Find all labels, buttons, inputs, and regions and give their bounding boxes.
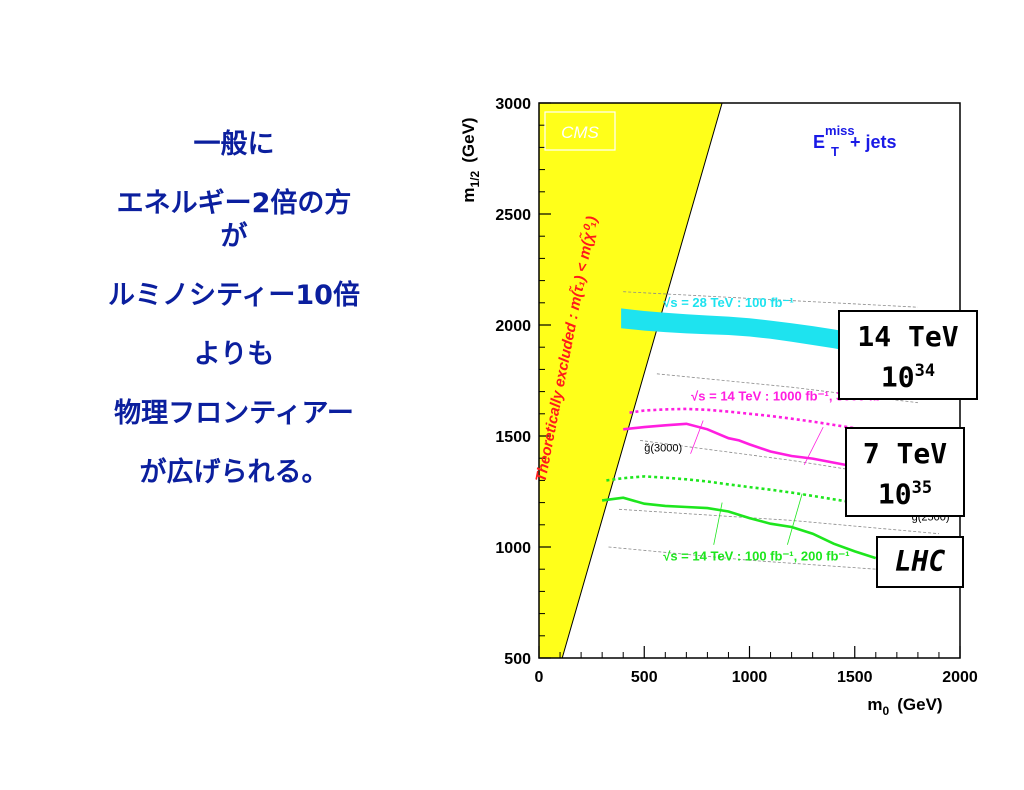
gluino-contour-3: [639, 440, 918, 481]
cms-label: CMS: [561, 123, 599, 142]
y-tick-label-3: 2000: [495, 318, 531, 335]
label-pointer-3: [713, 502, 723, 545]
y-axis-title: m1/2(GeV): [459, 117, 482, 202]
y-tick-label-2: 1500: [495, 429, 531, 446]
x-tick-label-1: 500: [631, 669, 658, 686]
callout-7tev-energy: 7 TeV: [862, 437, 948, 470]
callout-14tev: 14 TeV 1034: [838, 310, 978, 400]
callout-7tev-lumi: 1035: [847, 471, 963, 511]
cms-box: [544, 111, 616, 151]
gluino-label-1: g̃(3000): [644, 443, 682, 455]
slide-text-line-6: 物理フロンティアー: [114, 398, 354, 429]
slide-text-line-3: が: [220, 221, 248, 252]
slide-text-line-5: よりも: [193, 339, 275, 370]
callout-lhc-label: LHC: [894, 545, 946, 578]
x-tick-label-4: 2000: [942, 669, 978, 686]
series-band-1: [621, 308, 918, 366]
y-tick-label-5: 3000: [495, 96, 531, 113]
slide-text-line-1: 一般に: [193, 129, 275, 160]
callout-14tev-lumi-base: 10: [880, 360, 915, 394]
x-tick-label-3: 1500: [837, 669, 873, 686]
y-tick-label-0: 500: [504, 651, 531, 668]
slide-text-line-7: が広げられる。: [139, 457, 329, 488]
gluino-contour-4: [618, 508, 940, 535]
slide-text: 一般に エネルギー2倍の方 が ルミノシティー10倍 よりも 物理フロンティアー…: [88, 128, 380, 489]
gluino-contour-5: [608, 546, 940, 574]
label-pointer-1: [690, 420, 704, 454]
callout-7tev: 7 TeV 1035: [845, 427, 965, 517]
gluino-contour-1: [623, 291, 918, 308]
slide-text-line-4: ルミノシティー10倍: [108, 280, 360, 311]
y-tick-label-1: 1000: [495, 540, 531, 557]
callout-14tev-lumi: 1034: [840, 354, 976, 394]
callout-14tev-energy: 14 TeV: [857, 320, 959, 353]
slide-text-line-2: エネルギー2倍の方: [116, 188, 352, 219]
callout-7tev-lumi-base: 10: [877, 477, 912, 511]
x-tick-label-2: 1000: [732, 669, 768, 686]
series-label-14tev-low: √s = 14 TeV : 100 fb⁻¹, 200 fb⁻¹: [663, 548, 849, 563]
callout-7tev-lumi-exp: 35: [911, 478, 933, 498]
x-tick-label-0: 0: [535, 669, 544, 686]
callout-lhc: LHC: [876, 536, 964, 588]
series-label-28tev: √s = 28 TeV : 100 fb⁻¹: [663, 295, 793, 310]
label-pointer-2: [803, 426, 824, 466]
label-pointer-4: [787, 493, 803, 545]
channel-label: Emiss T + jets: [813, 123, 897, 159]
series-line-5: [601, 496, 877, 560]
x-axis-title: m0 (GeV): [867, 695, 942, 718]
y-tick-label-4: 2500: [495, 207, 531, 224]
callout-14tev-lumi-exp: 34: [914, 361, 936, 381]
